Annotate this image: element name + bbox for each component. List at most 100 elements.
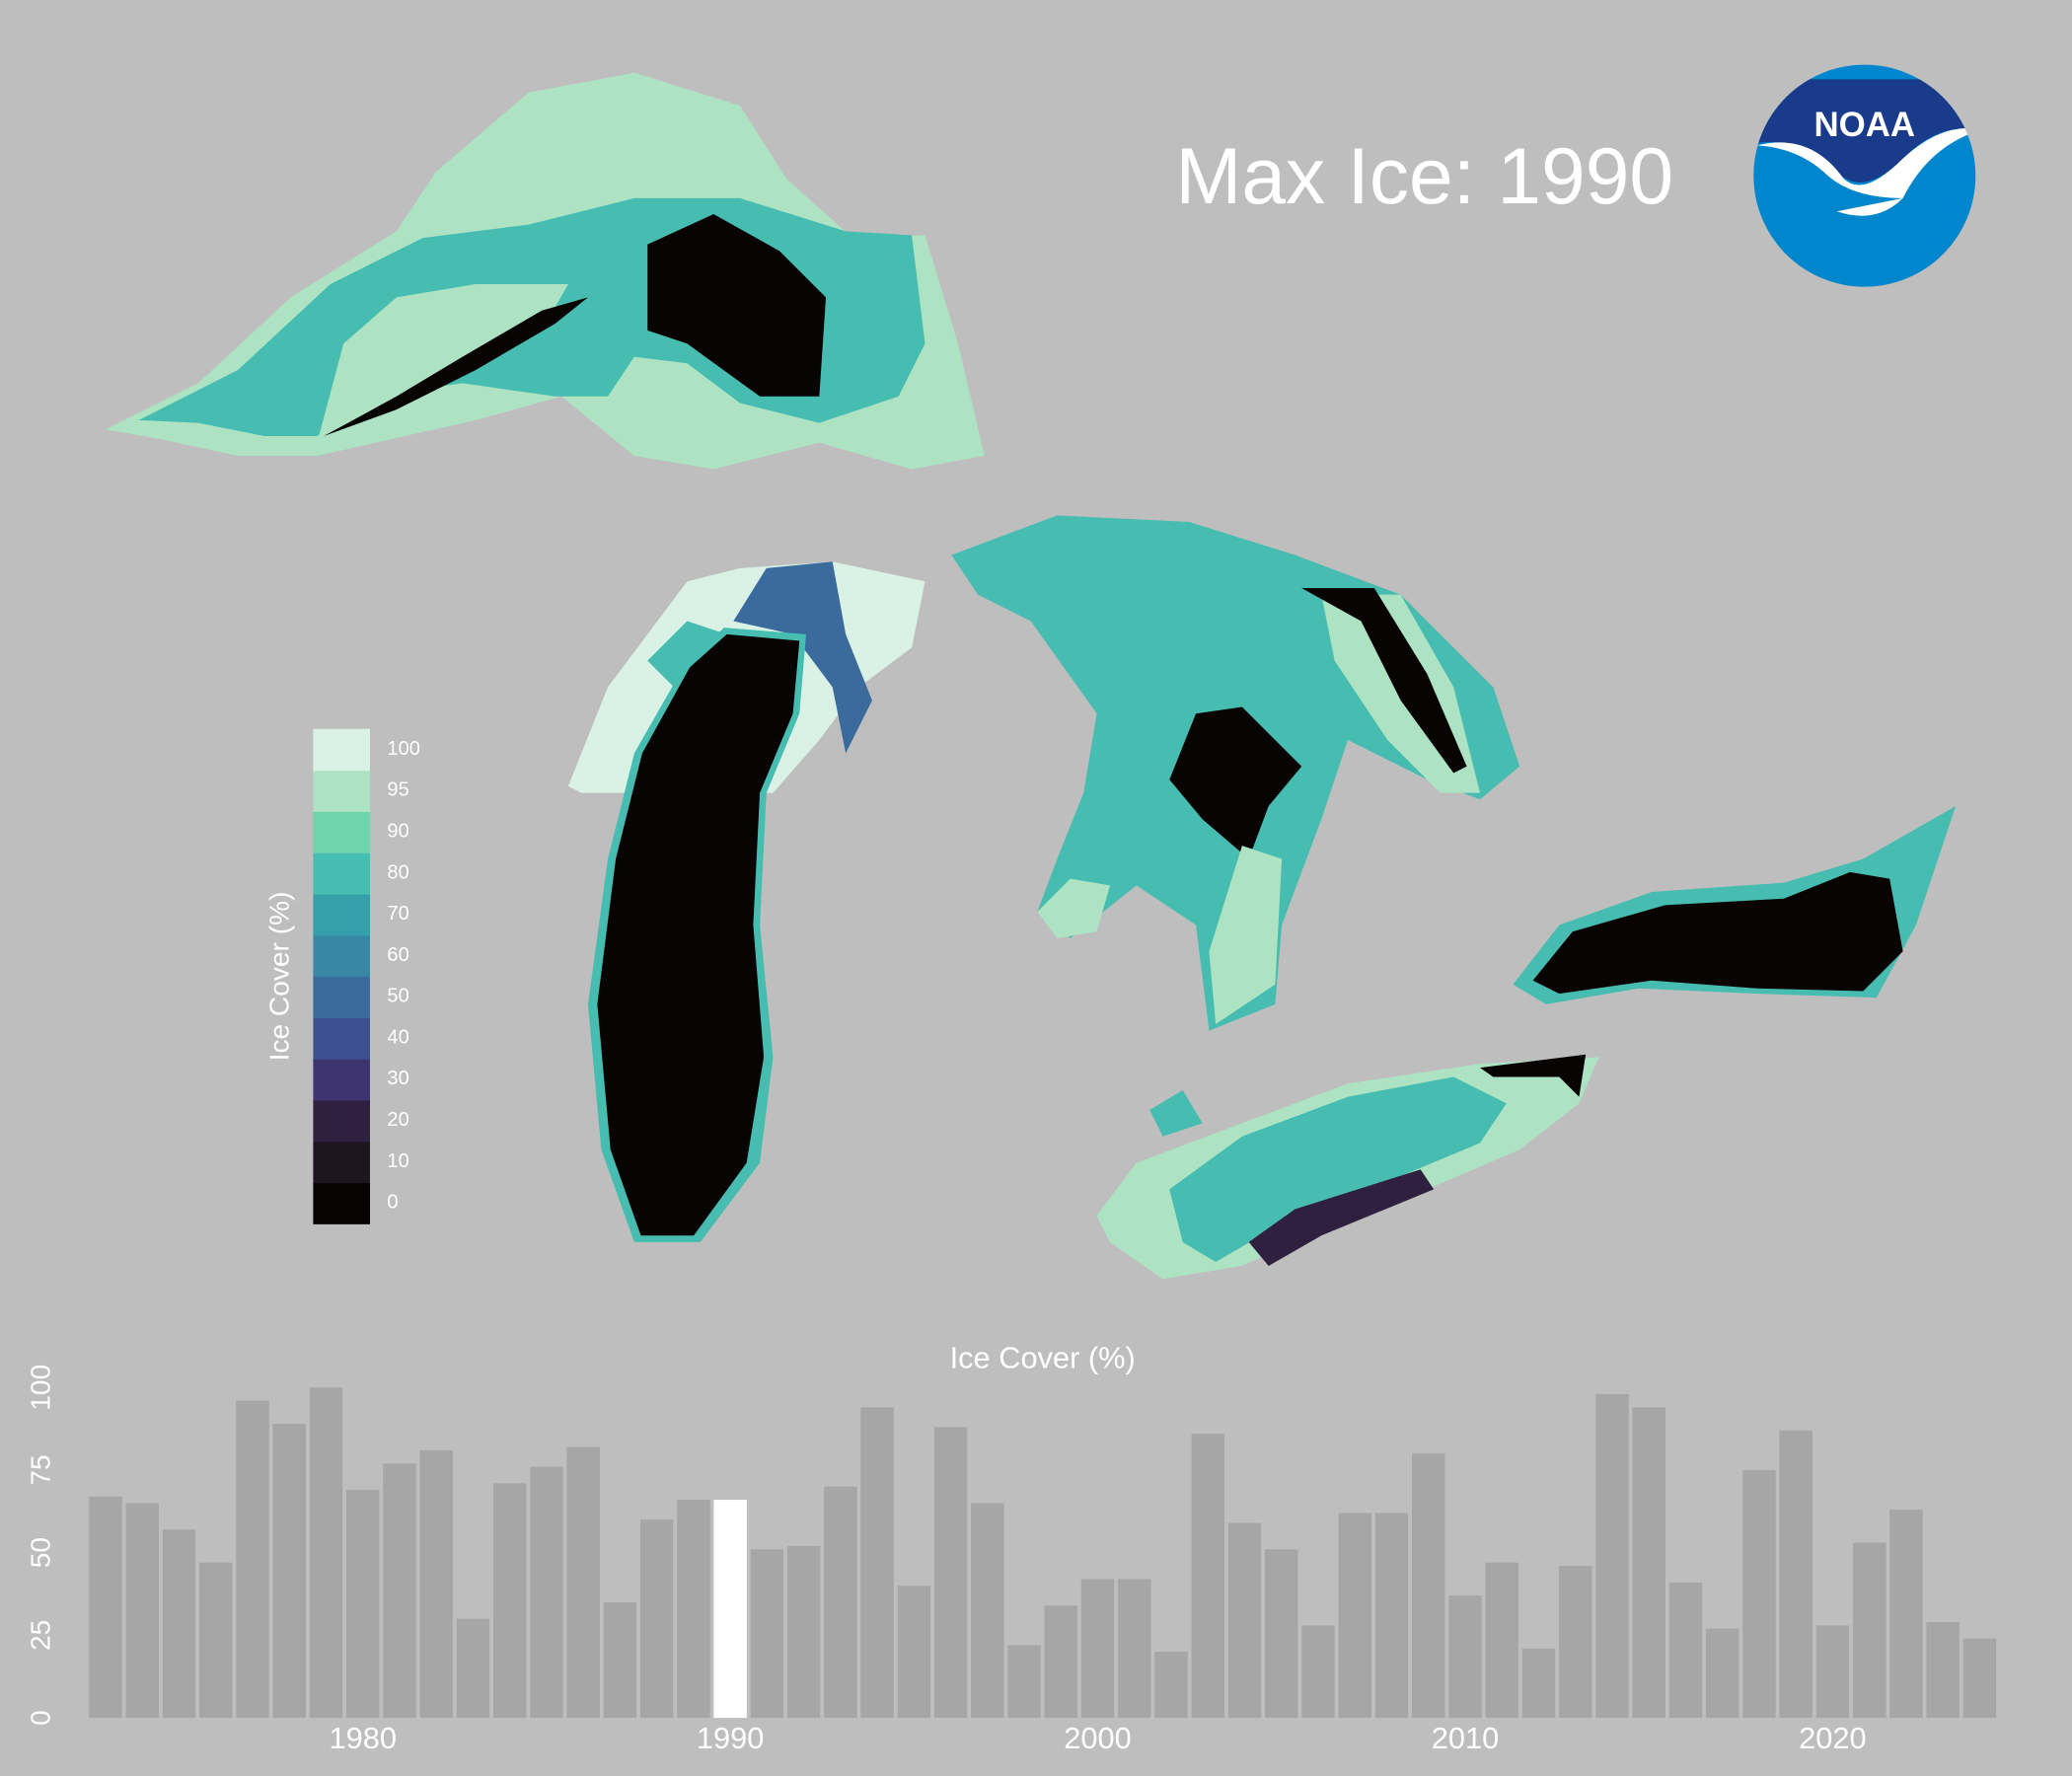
- x-tick-label: 2020: [1799, 1721, 1867, 1755]
- bar: [383, 1463, 416, 1719]
- y-tick-label: 100: [25, 1365, 55, 1411]
- bar: [639, 1519, 674, 1719]
- bar: [492, 1483, 527, 1719]
- bar: [89, 1496, 122, 1719]
- bar: [933, 1427, 968, 1719]
- y-tick-label: 50: [25, 1537, 55, 1568]
- bar: [1815, 1625, 1850, 1719]
- bar-chart: Ice Cover (%) 0 25 50 75 100 1980 1990 2000 2010 2…: [25, 1340, 1997, 1755]
- legend-tick-label: 20: [387, 1109, 408, 1131]
- legend-swatch: [313, 770, 370, 812]
- bar: [530, 1466, 563, 1719]
- bar: [860, 1407, 894, 1719]
- bar: [345, 1490, 380, 1719]
- logo-text: NOAA: [1813, 106, 1915, 144]
- legend-tick-label: 100: [387, 738, 420, 760]
- bar: [1191, 1434, 1225, 1719]
- legend-swatch: [313, 1017, 370, 1060]
- bar: [1705, 1628, 1739, 1719]
- y-tick-label: 25: [25, 1620, 55, 1651]
- bar: [1595, 1393, 1629, 1719]
- bar: [1779, 1430, 1813, 1719]
- bar: [456, 1618, 490, 1719]
- bar: [1265, 1549, 1298, 1719]
- bar: [786, 1545, 821, 1719]
- bar: [1448, 1595, 1482, 1719]
- legend-tick-label: 50: [387, 986, 408, 1007]
- bar: [236, 1400, 269, 1719]
- map-title: Max Ice: 1990: [1175, 132, 1673, 221]
- bar: [1521, 1648, 1556, 1719]
- bar: [309, 1387, 343, 1719]
- bar: [603, 1601, 637, 1719]
- lake-huron: [951, 515, 1520, 1031]
- bar: [1889, 1510, 1923, 1719]
- bar: [1632, 1407, 1665, 1719]
- bar: [162, 1529, 196, 1719]
- bar: [1007, 1645, 1041, 1719]
- legend-swatch: [313, 1059, 370, 1101]
- legend-tick-label: 30: [387, 1068, 408, 1089]
- legend-swatch: [313, 893, 370, 936]
- bar: [419, 1449, 453, 1719]
- chart-title: Ice Cover (%): [950, 1340, 1136, 1374]
- legend-swatch: [313, 852, 370, 895]
- x-tick-label: 1980: [329, 1721, 397, 1755]
- bar: [713, 1500, 747, 1719]
- lake-superior: [106, 72, 985, 470]
- bar: [971, 1503, 1004, 1719]
- legend-tick-label: 0: [387, 1192, 398, 1214]
- bar: [750, 1549, 784, 1719]
- bar: [1926, 1621, 1960, 1719]
- bar: [1154, 1652, 1188, 1719]
- bar: [1374, 1513, 1409, 1719]
- lake-erie: [1096, 1054, 1599, 1280]
- x-tick-label: 2000: [1064, 1721, 1132, 1755]
- y-tick-label: 0: [25, 1710, 55, 1726]
- legend-tick-label: 80: [387, 861, 408, 883]
- legend-swatch: [313, 1099, 370, 1143]
- x-tick-label: 1990: [697, 1721, 765, 1755]
- bar: [1485, 1562, 1518, 1719]
- legend-tick-label: 10: [387, 1150, 408, 1172]
- bar: [566, 1446, 600, 1719]
- legend-swatch: [313, 934, 370, 978]
- bar: [1301, 1625, 1335, 1719]
- legend-tick-label: 90: [387, 821, 408, 843]
- legend-tick-label: 70: [387, 903, 408, 925]
- legend-swatch: [313, 1182, 370, 1224]
- legend-tick-label: 60: [387, 944, 408, 966]
- lake-michigan: [567, 561, 925, 1242]
- legend-tick-label: 95: [387, 779, 408, 801]
- x-tick-label: 2010: [1432, 1721, 1500, 1755]
- legend-swatch: [313, 728, 370, 772]
- y-tick-label: 75: [25, 1454, 55, 1485]
- legend-title: Ice Cover (%): [264, 892, 295, 1062]
- bar: [1044, 1605, 1078, 1719]
- bar: [1668, 1582, 1703, 1719]
- legend-swatch: [313, 1141, 370, 1184]
- bar: [1411, 1453, 1445, 1719]
- bar: [677, 1500, 710, 1719]
- bar: [1558, 1566, 1592, 1719]
- bar: [272, 1424, 306, 1719]
- bar: [1338, 1513, 1372, 1719]
- bar: [1742, 1469, 1776, 1719]
- bar: [125, 1503, 160, 1719]
- legend-swatch: [313, 976, 370, 1018]
- bar: [824, 1486, 857, 1719]
- lake-ontario: [1513, 805, 1957, 1004]
- legend: 0 10 20 30 40 50 60 70 80 90 95 100 Ice Cover (%): [264, 728, 420, 1224]
- legend-swatch: [313, 811, 370, 853]
- bar: [1118, 1579, 1151, 1719]
- bar: [1852, 1542, 1887, 1719]
- bar: [198, 1562, 233, 1719]
- bar: [897, 1586, 931, 1719]
- legend-tick-label: 40: [387, 1026, 408, 1048]
- logo: NOAA: [1753, 64, 1976, 287]
- bar: [1080, 1579, 1115, 1719]
- bar: [1227, 1522, 1262, 1719]
- bar: [1962, 1638, 1997, 1719]
